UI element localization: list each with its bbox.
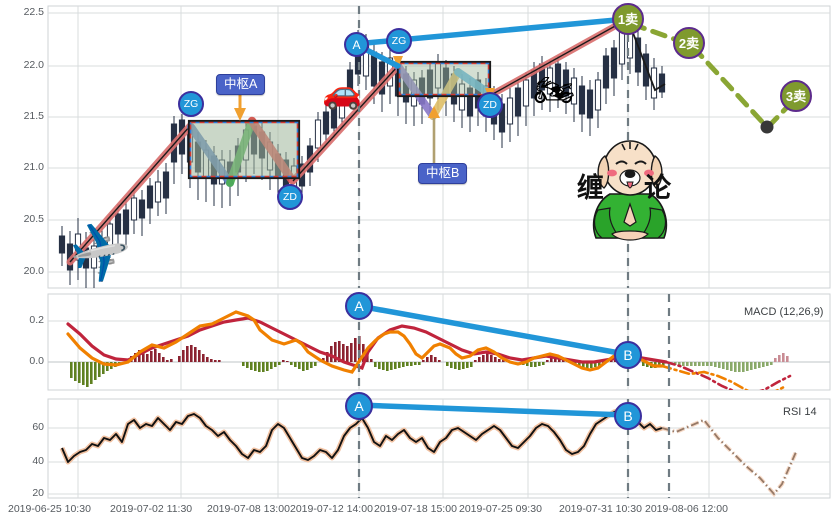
rsi-gridlines-horizontal <box>48 427 830 495</box>
xtick-7: 2019-08-06 12:00 <box>645 503 728 515</box>
xtick-6: 2019-07-31 10:30 <box>559 503 642 515</box>
macd-indicator-label: MACD (12,26,9) <box>744 306 824 318</box>
rsi-ytick-60: 60 <box>32 421 44 433</box>
price-panel-frame <box>47 5 831 289</box>
macd-histogram-negative <box>70 362 665 387</box>
watermark-logo: 缠 论 <box>572 126 688 244</box>
rsi-projection-halo <box>661 417 798 498</box>
sell-point-2-marker[interactable]: 2卖 <box>673 27 705 59</box>
rsi-indicator-label: RSI 14 <box>783 406 817 418</box>
divergence-line-macd <box>356 303 628 357</box>
macd-series <box>48 310 830 390</box>
divergence-marker-rsi-a[interactable]: A <box>345 392 373 420</box>
car-icon: 🚗 <box>322 74 362 110</box>
macd-histogram-projection <box>674 362 773 372</box>
pivot-a-zg-marker[interactable]: ZG <box>178 91 204 117</box>
xtick-2: 2019-07-08 13:00 <box>207 503 290 515</box>
divergence-marker-macd-a[interactable]: A <box>345 292 373 320</box>
pivot-b-callout[interactable]: 中枢B <box>418 163 468 185</box>
pivot-a-callout[interactable]: 中枢A <box>216 74 266 96</box>
pivot-b-zd-marker[interactable]: ZD <box>477 92 503 118</box>
macd-dif-projection <box>660 364 788 390</box>
price-ytick-20-5: 20.5 <box>23 213 44 225</box>
divergence-line-rsi <box>356 402 628 418</box>
xtick-5: 2019-07-25 09:30 <box>459 503 542 515</box>
pivot-box-a <box>187 119 301 180</box>
pivot-box-b <box>396 60 492 98</box>
xtick-4: 2019-07-18 15:00 <box>374 503 457 515</box>
xtick-3: 2019-07-12 14:00 <box>290 503 373 515</box>
price-ytick-21-0: 21.0 <box>23 161 44 173</box>
macd-dif-line <box>66 310 664 374</box>
divergence-marker-macd-b[interactable]: B <box>614 341 642 369</box>
macd-ytick-0-0: 0.0 <box>29 355 44 367</box>
xtick-0: 2019-06-25 10:30 <box>8 503 91 515</box>
macd-dea-projection <box>664 360 792 390</box>
sell-point-1-marker[interactable]: 1卖 <box>612 3 644 35</box>
scooter-icon: 🏍 <box>534 72 575 108</box>
pivot-a-zd-marker[interactable]: ZD <box>277 184 303 210</box>
rsi-ytick-20: 20 <box>32 487 44 499</box>
sell-point-3-marker[interactable]: 3卖 <box>780 80 812 112</box>
macd-histogram-projection-positive <box>774 353 789 362</box>
divergence-marker-price-a[interactable]: A <box>344 32 369 57</box>
pivot-b-zg-marker[interactable]: ZG <box>386 28 412 54</box>
xtick-1: 2019-07-02 11:30 <box>110 503 193 515</box>
price-ytick-22-0: 22.0 <box>23 59 44 71</box>
rsi-ytick-40: 40 <box>32 455 44 467</box>
price-ytick-22-5: 22.5 <box>23 6 44 18</box>
meditating-dog-illustration <box>592 140 668 241</box>
divergence-marker-rsi-b[interactable]: B <box>614 402 642 430</box>
price-ytick-20-0: 20.0 <box>23 265 44 277</box>
macd-ytick-0-2: 0.2 <box>29 314 44 326</box>
price-ytick-21-5: 21.5 <box>23 110 44 122</box>
